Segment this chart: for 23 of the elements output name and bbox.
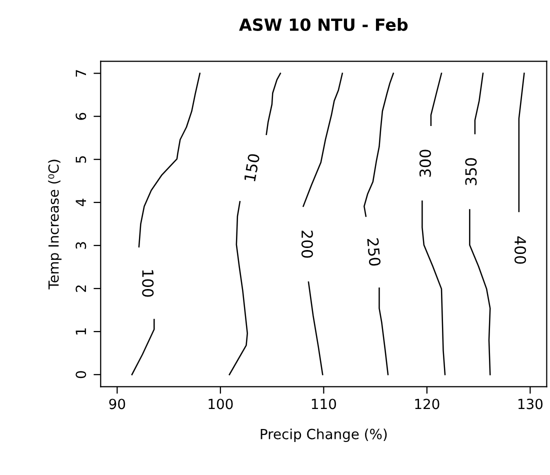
x-axis-title: Precip Change (%) xyxy=(260,428,387,442)
y-tick-label: 2 xyxy=(76,285,86,292)
y-tick-label: 4 xyxy=(76,198,86,206)
y-tick-label: 1 xyxy=(76,328,86,334)
y-tick-label: 7 xyxy=(76,70,86,77)
text: 150 xyxy=(244,153,260,182)
y-axis-title: Temp Increase (⁰C) xyxy=(48,160,62,290)
text: 200 xyxy=(301,230,313,258)
y-tick-label: 3 xyxy=(76,242,86,249)
text: 350 xyxy=(465,158,477,186)
y-tick-label: 0 xyxy=(76,371,86,378)
text: 250 xyxy=(366,238,381,266)
y-tick-label: 5 xyxy=(76,156,86,163)
x-tick-label: 90 xyxy=(109,398,126,410)
text: 400 xyxy=(514,236,526,264)
text: 300 xyxy=(419,150,431,177)
x-tick-label: 100 xyxy=(208,398,233,410)
x-tick-label: 120 xyxy=(415,398,440,410)
y-tick-label: 6 xyxy=(76,112,86,120)
text: 100 xyxy=(142,270,154,297)
chart-title: ASW 10 NTU - Feb xyxy=(239,18,408,31)
x-tick-label: 110 xyxy=(312,398,336,410)
x-tick-label: 130 xyxy=(518,398,543,410)
